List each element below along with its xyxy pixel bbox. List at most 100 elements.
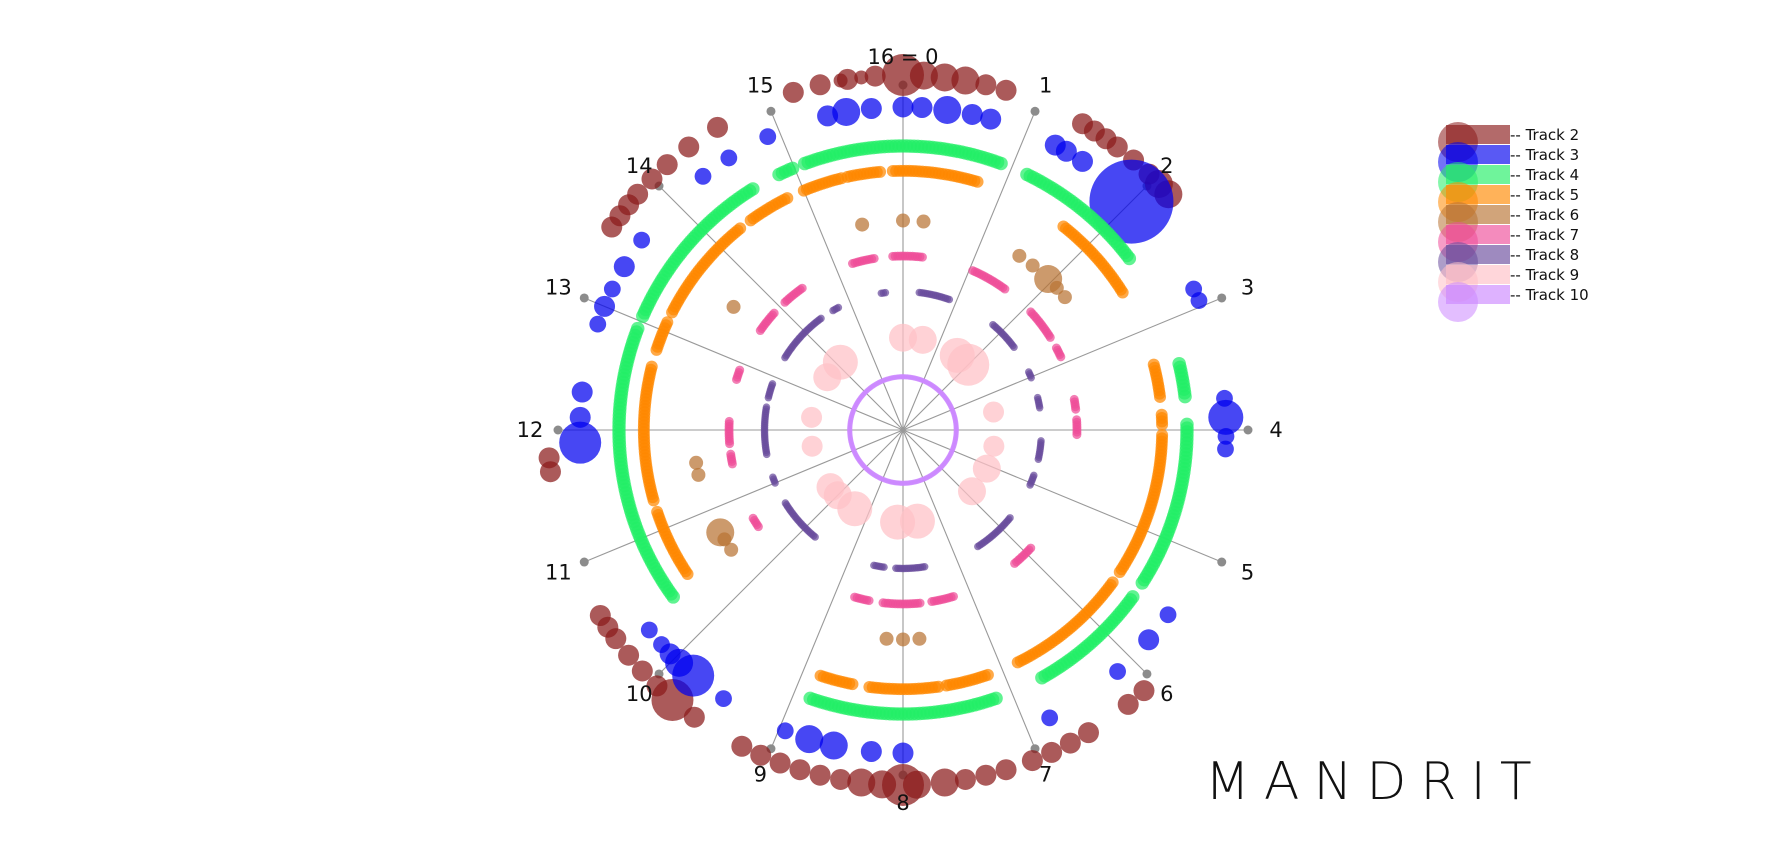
data-point xyxy=(832,97,861,126)
data-point xyxy=(569,406,591,428)
data-point xyxy=(896,213,910,228)
data-point xyxy=(1122,251,1137,266)
data-point xyxy=(571,381,593,403)
data-point xyxy=(1117,693,1139,715)
legend-label: -- Track 7 xyxy=(1510,226,1579,244)
data-point xyxy=(878,598,888,608)
data-point xyxy=(785,161,800,176)
data-point xyxy=(689,455,704,470)
data-point xyxy=(974,542,982,551)
data-point xyxy=(863,680,876,693)
data-point xyxy=(726,299,741,314)
data-point xyxy=(1034,455,1043,463)
spoke-label: 4 xyxy=(1269,418,1282,442)
data-point xyxy=(613,256,635,278)
data-point xyxy=(860,740,882,762)
spoke-label: 6 xyxy=(1160,682,1173,706)
data-point xyxy=(847,768,876,797)
data-point xyxy=(769,752,791,774)
data-point xyxy=(880,504,916,540)
data-point xyxy=(917,252,927,262)
legend-label: -- Track 6 xyxy=(1510,206,1579,224)
data-point xyxy=(803,691,817,706)
spoke-line xyxy=(902,429,1036,749)
data-point xyxy=(589,315,607,333)
spoke-label: 16 = 0 xyxy=(867,45,938,69)
data-point xyxy=(1089,159,1174,244)
data-point xyxy=(1045,332,1055,342)
data-point xyxy=(892,96,914,118)
spoke-end-dot xyxy=(766,106,776,116)
spoke-label: 11 xyxy=(545,561,572,585)
data-point xyxy=(1135,576,1150,590)
data-point xyxy=(724,542,739,557)
legend-label: -- Track 5 xyxy=(1510,186,1579,204)
data-point xyxy=(1025,258,1040,273)
spoke-end-dot xyxy=(1030,106,1040,116)
data-point xyxy=(995,759,1017,781)
data-point xyxy=(864,65,886,87)
data-point xyxy=(768,380,777,388)
data-point xyxy=(1072,430,1082,440)
legend-label: -- Track 9 xyxy=(1510,266,1579,284)
data-point xyxy=(633,231,651,249)
data-point xyxy=(874,165,887,178)
data-point xyxy=(762,403,771,411)
data-point xyxy=(980,108,1002,130)
data-point xyxy=(957,477,986,506)
data-point xyxy=(819,731,848,760)
spoke-end-dot xyxy=(1243,425,1253,435)
data-point xyxy=(983,401,1005,423)
data-point xyxy=(822,344,858,380)
data-point xyxy=(801,406,823,428)
data-point xyxy=(850,592,860,602)
data-point xyxy=(971,175,984,188)
data-point xyxy=(951,66,980,95)
data-point xyxy=(879,631,894,646)
data-point xyxy=(1077,722,1099,744)
series-group xyxy=(847,374,959,486)
data-point xyxy=(661,316,674,329)
data-point xyxy=(1041,741,1063,763)
legend-label: -- Track 8 xyxy=(1510,246,1579,264)
data-point xyxy=(1217,427,1235,445)
data-point xyxy=(1109,663,1126,680)
data-point xyxy=(559,421,602,464)
spoke-label: 14 xyxy=(626,154,653,178)
data-point xyxy=(1059,732,1081,754)
data-point xyxy=(694,167,712,185)
data-point xyxy=(983,435,1005,457)
data-point xyxy=(1138,629,1160,651)
data-point xyxy=(854,70,869,85)
data-point xyxy=(746,182,760,196)
data-point xyxy=(720,149,738,167)
data-point xyxy=(817,314,825,323)
data-point xyxy=(631,660,653,682)
spoke-label: 12 xyxy=(517,418,544,442)
spoke-label: 1 xyxy=(1039,73,1052,97)
data-point xyxy=(975,764,997,786)
data-point xyxy=(1071,150,1093,172)
data-point xyxy=(1000,284,1010,294)
data-point xyxy=(833,73,848,88)
data-point xyxy=(892,564,900,573)
series-group xyxy=(559,95,1244,764)
data-point xyxy=(734,222,747,235)
spoke-label: 9 xyxy=(754,763,767,787)
data-point xyxy=(789,759,811,781)
data-point xyxy=(1208,399,1244,435)
data-point xyxy=(640,621,658,639)
data-point xyxy=(707,116,729,138)
data-point xyxy=(995,79,1017,101)
data-point xyxy=(645,360,658,373)
data-point xyxy=(706,518,735,547)
spoke-line xyxy=(658,429,904,675)
data-point xyxy=(927,597,937,607)
data-point xyxy=(817,105,839,127)
data-point xyxy=(933,95,962,124)
data-point xyxy=(1057,290,1072,305)
data-point xyxy=(1056,352,1066,362)
data-point xyxy=(855,217,870,232)
spoke-label: 13 xyxy=(545,275,572,299)
